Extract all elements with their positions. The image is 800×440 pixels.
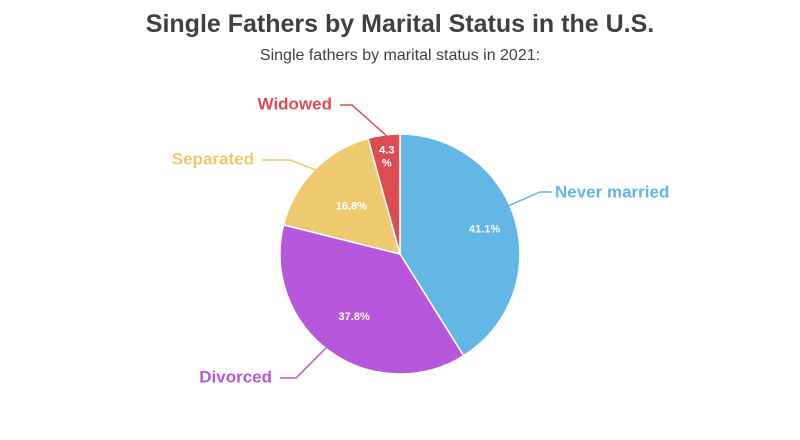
slice-value-label-never-married: 41.1% bbox=[469, 224, 500, 236]
category-label-divorced: Divorced bbox=[199, 367, 272, 386]
callout-line-divorced bbox=[280, 346, 328, 379]
pie-slice-divorced bbox=[279, 223, 465, 375]
chart-subtitle: Single fathers by marital status in 2021… bbox=[259, 47, 541, 64]
slice-value-label-divorced: 37.8% bbox=[339, 311, 370, 323]
callout-line-separated bbox=[262, 159, 333, 177]
pie-slice-widowed bbox=[367, 133, 401, 255]
pie-slice-separated bbox=[282, 137, 402, 256]
slice-value-label-separated: 16.8% bbox=[336, 200, 367, 212]
category-label-separated: Separated bbox=[172, 149, 254, 168]
chart-title: Single Fathers by Marital Status in the … bbox=[145, 10, 655, 38]
category-label-never-married: Never married bbox=[555, 182, 669, 201]
callout-line-never-married bbox=[507, 191, 552, 207]
callout-line-widowed bbox=[340, 104, 390, 139]
category-label-widowed: Widowed bbox=[258, 94, 332, 113]
slice-value-label-widowed: 4.3% bbox=[379, 144, 394, 169]
pie-slice-never-married bbox=[399, 133, 521, 357]
